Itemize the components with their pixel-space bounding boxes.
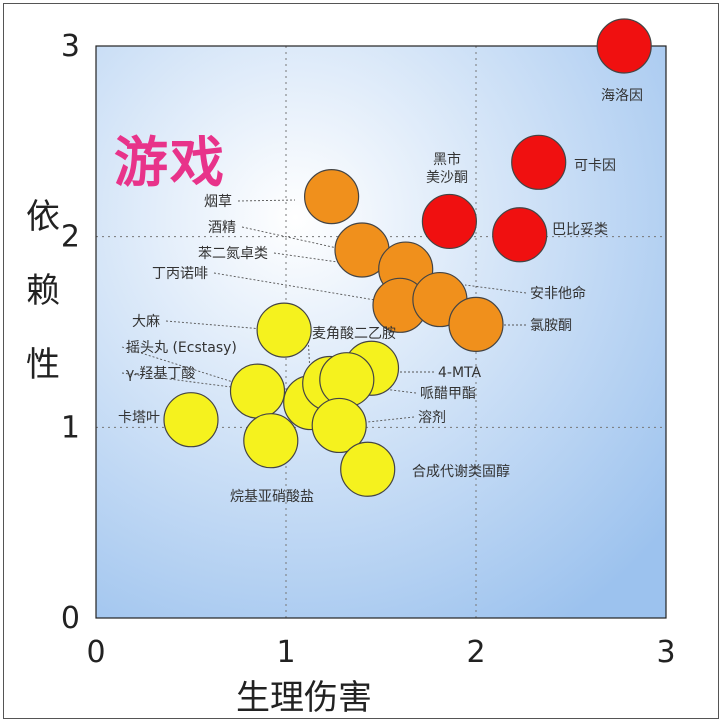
leader-line	[339, 416, 415, 426]
point-label: 巴比妥类	[552, 222, 608, 238]
point-label: 合成代谢类固醇	[412, 463, 510, 480]
point-label: 摇头丸 (Ecstasy)	[126, 340, 237, 356]
point-label: 卡塔叶	[118, 410, 160, 426]
point-label: 溶剂	[418, 410, 446, 426]
point-label: 氯胺酮	[530, 318, 572, 334]
point-label: 可卡因	[574, 158, 616, 174]
overlay-title: 游戏	[114, 131, 226, 194]
y-tick-label: 0	[61, 601, 80, 636]
point-label: 苯二氮卓类	[198, 245, 268, 262]
data-point	[596, 18, 652, 74]
point-label: γ-羟基丁酸	[126, 365, 195, 382]
point-label: 4-MTA	[438, 365, 482, 381]
point-label: 黑市	[433, 151, 461, 168]
point-label: 丁丙诺啡	[152, 266, 208, 282]
data-point	[304, 169, 360, 225]
y-axis-label: 依赖性	[18, 200, 68, 382]
data-point	[229, 363, 286, 419]
y-tick-label: 2	[61, 220, 80, 255]
data-point	[511, 134, 567, 190]
y-tick-label: 1	[61, 410, 80, 445]
x-tick-label: 0	[86, 635, 105, 670]
point-label: 海洛因	[601, 88, 643, 104]
data-point	[319, 352, 375, 408]
data-point	[492, 207, 548, 263]
data-point	[311, 397, 367, 454]
point-label: 烟草	[204, 194, 232, 210]
data-point	[448, 296, 504, 352]
plot-background	[96, 46, 666, 618]
data-point	[340, 441, 396, 497]
y-axis-label-char: 赖	[26, 271, 60, 311]
point-label: 酒精	[208, 220, 236, 236]
point-label: 哌醋甲酯	[420, 385, 476, 402]
leader-line	[121, 346, 291, 401]
x-tick-label: 2	[466, 635, 485, 670]
x-axis-label: 生理伤害	[236, 678, 372, 718]
data-point	[163, 392, 219, 448]
leader-line	[213, 272, 376, 301]
point-label: 安非他命	[530, 285, 586, 302]
point-label: 美沙酮	[426, 170, 468, 186]
data-point	[421, 193, 477, 250]
point-label: 烷基亚硝酸盐	[230, 488, 314, 505]
leader-line	[237, 199, 296, 202]
plot-border	[95, 45, 667, 619]
point-label: 大麻	[132, 314, 160, 330]
x-tick-label: 3	[656, 635, 675, 670]
point-label: 麦角酸二乙胺	[312, 326, 396, 342]
x-tick-label: 1	[276, 635, 295, 670]
leader-line	[307, 332, 311, 376]
y-axis-label-char: 性	[26, 345, 60, 385]
y-axis-label-char: 依	[26, 197, 60, 237]
y-tick-label: 3	[61, 29, 80, 64]
data-point	[256, 302, 312, 358]
data-point	[243, 413, 299, 469]
